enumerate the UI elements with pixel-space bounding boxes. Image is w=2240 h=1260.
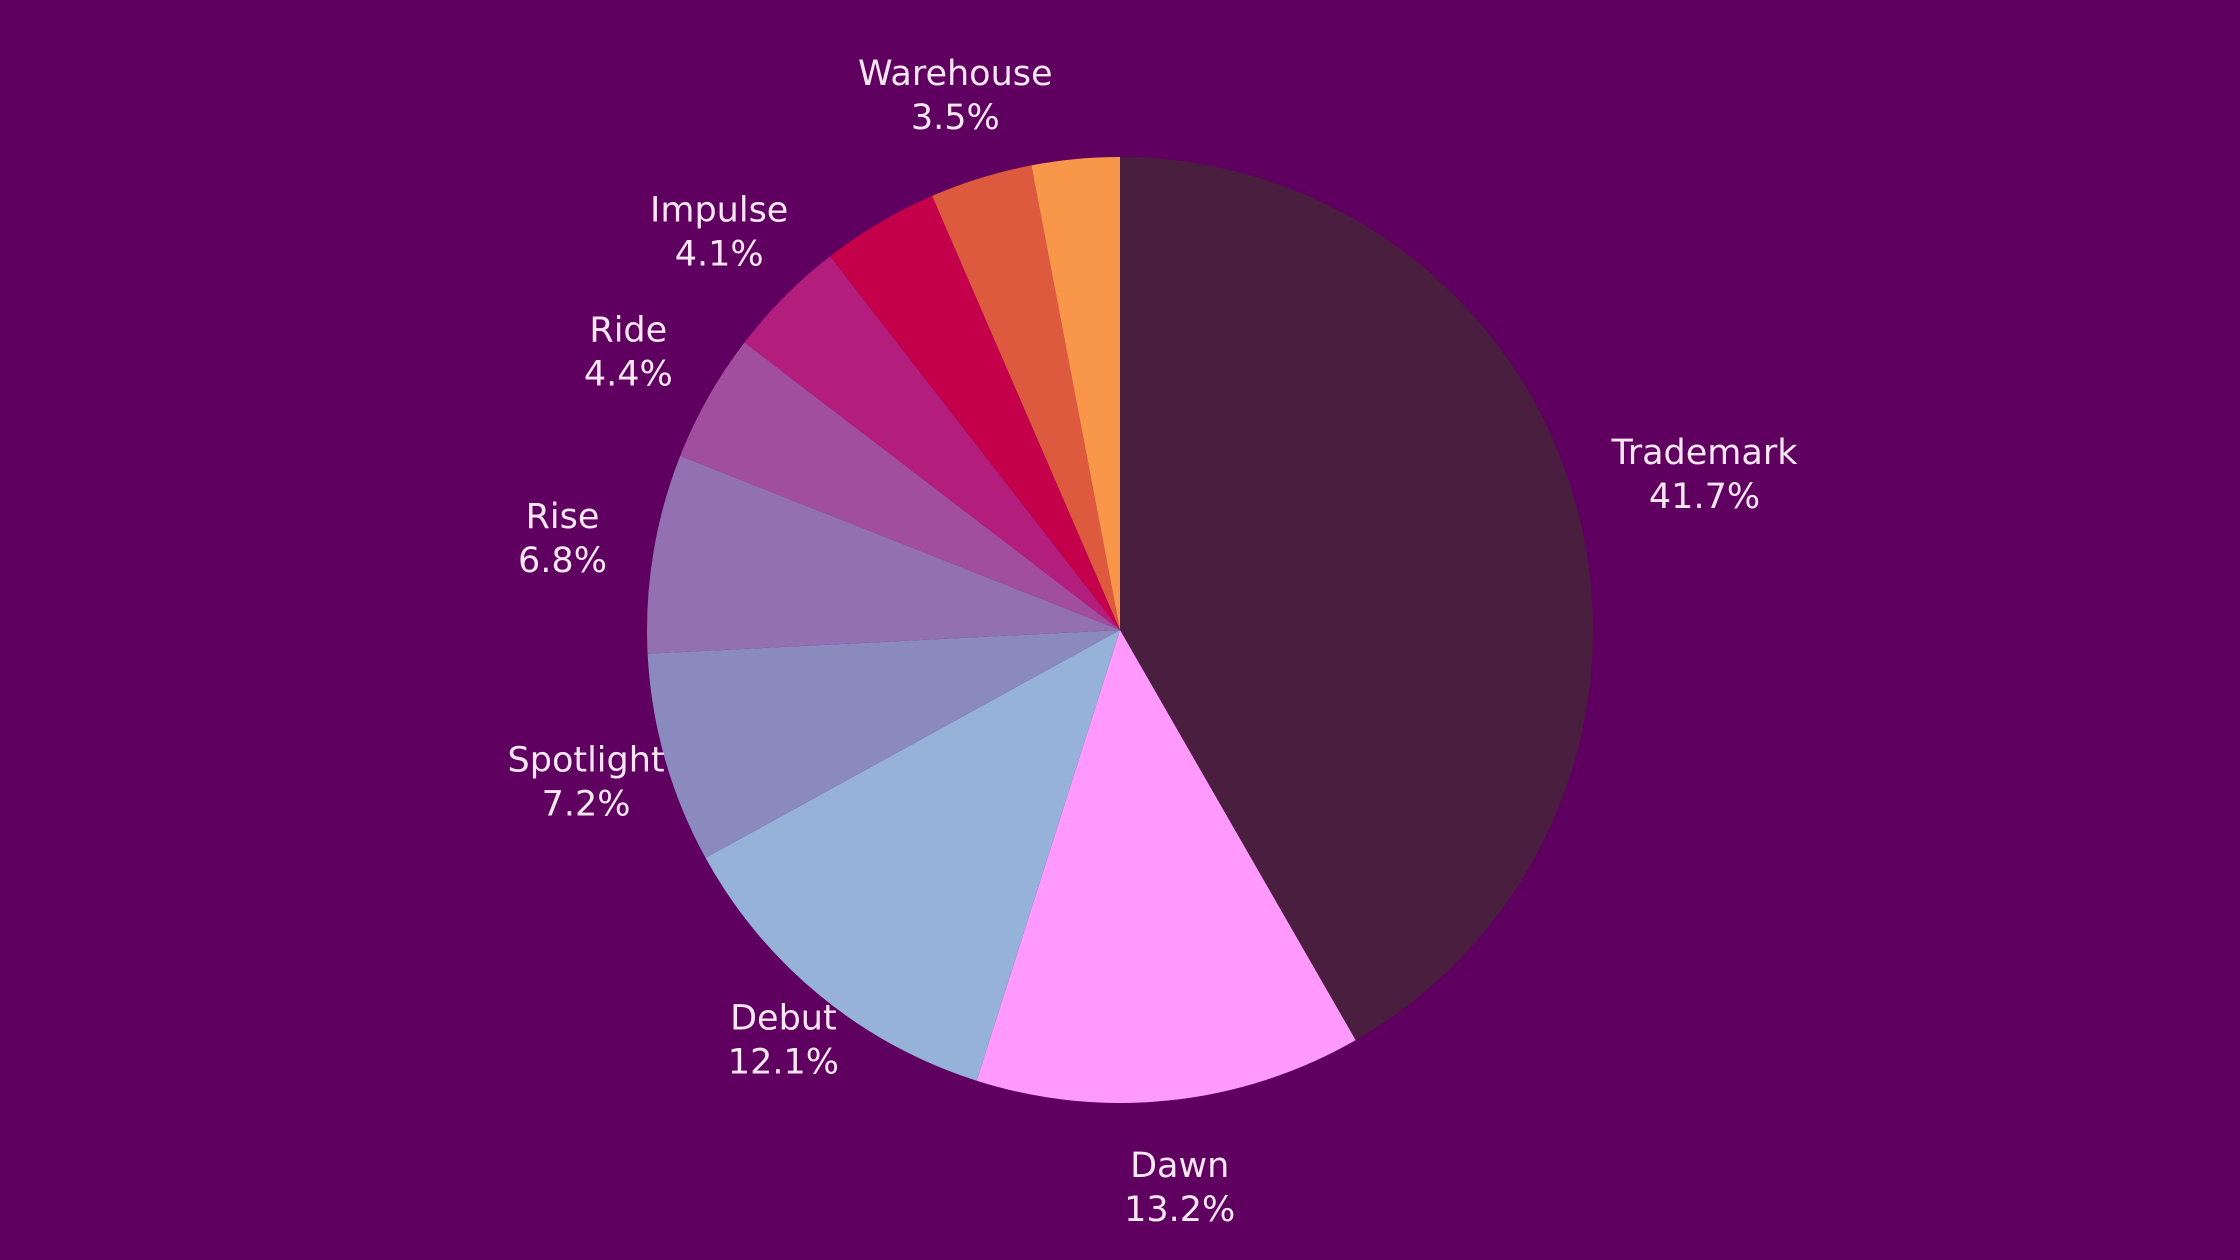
slice-label-trademark: Trademark: [1610, 433, 1798, 473]
pie-slice-ride: [680, 342, 1120, 630]
slice-value-debut: 12.1%: [728, 1042, 839, 1082]
slice-label-ride: Ride: [589, 311, 667, 351]
slice-value-trademark: 41.7%: [1649, 477, 1760, 517]
slice-value-warehouse: 3.5%: [911, 98, 1000, 138]
slice-value-impulse: 4.1%: [675, 235, 764, 275]
pie-slice-warehouse: [932, 165, 1120, 630]
slice-label-debut: Debut: [730, 998, 837, 1038]
pie-slice-trademark: [1120, 157, 1593, 1041]
slice-value-spotlight: 7.2%: [542, 785, 631, 825]
slice-value-ride: 4.4%: [584, 355, 673, 395]
slice-value-dawn: 13.2%: [1124, 1190, 1235, 1230]
pie-slice-impulse: [744, 256, 1120, 630]
slice-label-rise: Rise: [526, 497, 600, 537]
slice-label-impulse: Impulse: [650, 191, 788, 231]
pie-slice-rise: [647, 455, 1120, 654]
pie-slice-debut: [705, 630, 1120, 1081]
slice-value-rise: 6.8%: [518, 541, 607, 581]
pie-slice-unlabeled-7: [830, 195, 1120, 630]
pie-slice-unlabeled-9: [1031, 157, 1120, 630]
slice-label-warehouse: Warehouse: [858, 54, 1053, 94]
slice-label-dawn: Dawn: [1130, 1146, 1229, 1186]
slice-label-spotlight: Spotlight: [508, 741, 665, 781]
pie-slice-dawn: [976, 630, 1356, 1103]
pie-slice-spotlight: [647, 630, 1120, 858]
pie-slices: [647, 157, 1593, 1103]
